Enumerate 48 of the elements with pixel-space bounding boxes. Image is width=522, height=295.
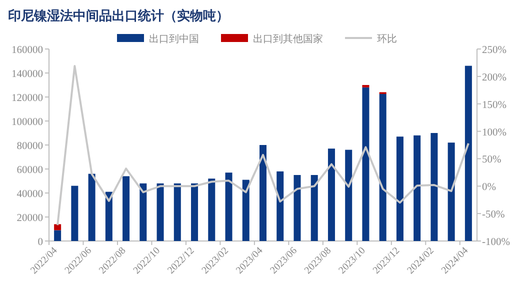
bar bbox=[88, 174, 96, 241]
bar bbox=[71, 186, 78, 241]
y2-tick-label: 50% bbox=[482, 154, 502, 166]
bar bbox=[191, 183, 198, 241]
y-tick-label: 160000 bbox=[12, 45, 43, 56]
bar bbox=[242, 180, 250, 241]
bar bbox=[328, 148, 335, 241]
y-tick-label: 40000 bbox=[16, 189, 43, 200]
bar bbox=[174, 183, 181, 241]
y2-tick-label: -100% bbox=[482, 237, 510, 248]
y-tick-label: 120000 bbox=[12, 93, 43, 104]
bar bbox=[208, 178, 216, 241]
bar bbox=[156, 183, 164, 241]
bar bbox=[310, 175, 318, 241]
bar bbox=[260, 145, 266, 241]
legend-label: 环比 bbox=[377, 33, 397, 45]
bar bbox=[54, 224, 62, 230]
bar bbox=[345, 150, 352, 241]
bar bbox=[122, 176, 130, 241]
y-tick-label: 20000 bbox=[16, 213, 43, 224]
bar bbox=[140, 183, 147, 241]
y2-tick-label: 100% bbox=[482, 127, 507, 138]
legend-label: 出口到其他国家 bbox=[253, 33, 323, 45]
bar bbox=[294, 175, 301, 241]
bar bbox=[54, 230, 62, 241]
bar bbox=[430, 133, 438, 241]
bar bbox=[448, 142, 455, 241]
y2-tick-label: -50% bbox=[482, 210, 505, 221]
y-tick-label: 60000 bbox=[16, 165, 43, 176]
bar bbox=[105, 192, 112, 241]
y2-tick-label: 0% bbox=[482, 182, 496, 194]
bar bbox=[379, 94, 386, 241]
y-tick-label: 100000 bbox=[12, 117, 43, 128]
y2-tick-label: 200% bbox=[482, 72, 507, 84]
y-tick-label: 140000 bbox=[12, 69, 43, 80]
bar bbox=[362, 87, 370, 241]
bar bbox=[396, 136, 404, 241]
line-series bbox=[56, 65, 470, 226]
bar bbox=[414, 135, 421, 241]
chart-title: 印尼镍湿法中间品出口统计（实物吨） bbox=[8, 8, 229, 24]
bar bbox=[276, 171, 284, 241]
bar bbox=[225, 172, 232, 241]
y-tick-label: 0 bbox=[38, 237, 43, 248]
y-tick-label: 80000 bbox=[16, 141, 43, 152]
y2-tick-label: 250% bbox=[482, 45, 507, 56]
legend-label: 出口到中国 bbox=[149, 33, 199, 45]
bar bbox=[464, 66, 472, 241]
y2-tick-label: 150% bbox=[482, 100, 507, 111]
